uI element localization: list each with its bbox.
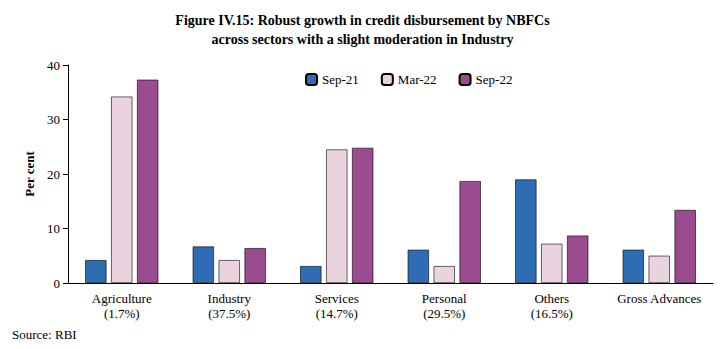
svg-text:(16.5%): (16.5%) bbox=[531, 306, 573, 321]
svg-text:20: 20 bbox=[47, 167, 60, 182]
svg-text:(29.5%): (29.5%) bbox=[423, 306, 465, 321]
svg-text:Sep-21: Sep-21 bbox=[322, 72, 359, 87]
svg-text:10: 10 bbox=[47, 221, 60, 236]
svg-text:Figure IV.15: Robust growth in: Figure IV.15: Robust growth in credit di… bbox=[175, 13, 550, 28]
svg-text:Mar-22: Mar-22 bbox=[398, 72, 437, 87]
svg-text:Others: Others bbox=[534, 291, 569, 306]
svg-text:Personal: Personal bbox=[422, 291, 467, 306]
svg-text:Source: RBI: Source: RBI bbox=[12, 327, 77, 342]
svg-text:Sep-22: Sep-22 bbox=[476, 72, 513, 87]
svg-text:Industry: Industry bbox=[208, 291, 252, 306]
svg-text:Agriculture: Agriculture bbox=[92, 291, 152, 306]
svg-text:30: 30 bbox=[47, 112, 60, 127]
svg-text:(14.7%): (14.7%) bbox=[316, 306, 358, 321]
svg-text:(37.5%): (37.5%) bbox=[208, 306, 250, 321]
svg-text:Per cent: Per cent bbox=[22, 151, 37, 197]
svg-text:Services: Services bbox=[315, 291, 359, 306]
svg-text:(1.7%): (1.7%) bbox=[104, 306, 140, 321]
svg-text:Gross Advances: Gross Advances bbox=[617, 291, 701, 306]
svg-text:across sectors with a slight m: across sectors with a slight moderation … bbox=[212, 32, 514, 47]
svg-text:0: 0 bbox=[54, 276, 61, 291]
svg-text:40: 40 bbox=[47, 58, 60, 73]
